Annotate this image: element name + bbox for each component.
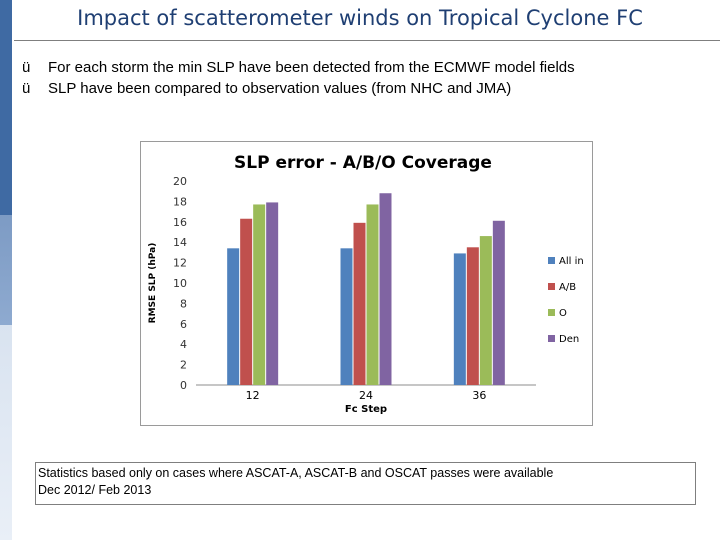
y-tick-label: 12 <box>173 257 187 270</box>
y-tick-label: 0 <box>180 379 187 392</box>
bullet-list: ü For each storm the min SLP have been d… <box>22 57 575 99</box>
bullet-item: ü SLP have been compared to observation … <box>22 78 575 99</box>
y-tick-label: 4 <box>180 338 187 351</box>
slide-accent-bar <box>0 0 12 540</box>
bar-den-36 <box>492 220 505 385</box>
note-line-2: Dec 2012/ Feb 2013 <box>38 483 152 497</box>
legend-swatch <box>548 257 555 264</box>
y-tick-label: 10 <box>173 277 187 290</box>
bar-all-in-12 <box>227 248 240 385</box>
bar-o-36 <box>479 236 492 385</box>
x-tick-label: 36 <box>472 389 486 402</box>
slp-error-chart: SLP error - A/B/O Coverage RMSE SLP (hPa)… <box>140 141 593 426</box>
x-tick-label: 24 <box>359 389 373 402</box>
bar-o-24 <box>366 204 379 385</box>
title-divider <box>14 40 720 41</box>
statistics-note: Statistics based only on cases where ASC… <box>35 462 696 505</box>
bar-den-12 <box>266 202 279 385</box>
legend-label: A/B <box>559 282 576 293</box>
y-tick-label: 20 <box>173 175 187 188</box>
checkmark-icon: ü <box>22 59 31 76</box>
legend-swatch <box>548 309 555 316</box>
x-axis-label: Fc Step <box>345 404 387 415</box>
y-tick-label: 8 <box>180 297 187 310</box>
y-tick-label: 6 <box>180 318 187 331</box>
chart-title: SLP error - A/B/O Coverage <box>234 153 492 173</box>
bullet-item: ü For each storm the min SLP have been d… <box>22 57 575 78</box>
note-line-1: Statistics based only on cases where ASC… <box>38 466 554 480</box>
bar-a-b-36 <box>466 247 479 385</box>
legend-label: All in <box>559 256 584 267</box>
bullet-text: For each storm the min SLP have been det… <box>48 59 575 76</box>
legend-label: Den <box>559 334 579 345</box>
y-tick-label: 16 <box>173 216 187 229</box>
legend-label: O <box>559 308 567 319</box>
legend-swatch <box>548 283 555 290</box>
y-tick-label: 2 <box>180 359 187 372</box>
bar-o-12 <box>253 204 266 385</box>
legend-swatch <box>548 335 555 342</box>
slide-title: Impact of scatterometer winds on Tropica… <box>77 6 643 30</box>
checkmark-icon: ü <box>22 80 31 97</box>
x-tick-label: 12 <box>246 389 260 402</box>
bar-chart-svg: SLP error - A/B/O Coverage RMSE SLP (hPa)… <box>148 153 584 415</box>
bar-a-b-24 <box>353 222 366 385</box>
bar-a-b-12 <box>240 218 253 385</box>
bar-all-in-36 <box>453 253 466 385</box>
y-axis-label: RMSE SLP (hPa) <box>148 243 158 324</box>
y-tick-label: 18 <box>173 195 187 208</box>
bar-all-in-24 <box>340 248 353 385</box>
bar-den-24 <box>379 193 392 385</box>
y-tick-label: 14 <box>173 236 187 249</box>
bullet-text: SLP have been compared to observation va… <box>48 80 512 97</box>
